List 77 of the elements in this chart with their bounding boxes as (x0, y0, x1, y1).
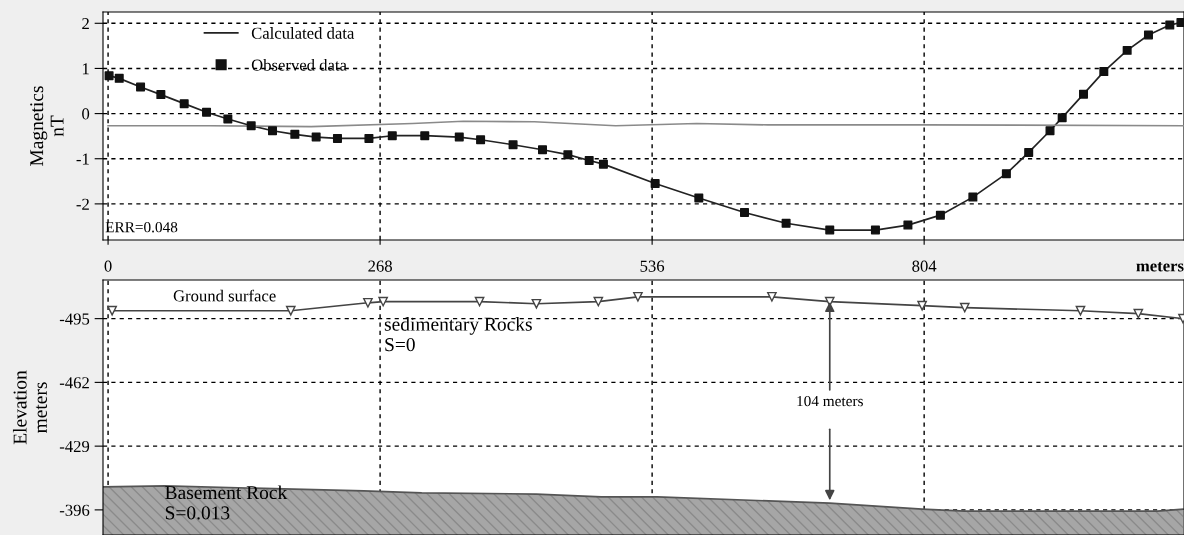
point (246, 121, 256, 131)
point (968, 192, 978, 202)
y-tick-label: -2 (76, 198, 89, 210)
x-axis-title: meters (1136, 261, 1184, 272)
point (650, 179, 660, 189)
x-tick-label: 268 (368, 260, 392, 272)
point (474, 296, 485, 307)
point (584, 156, 594, 166)
y-tick-label: -429 (59, 440, 90, 453)
y-tick-label: -462 (59, 377, 89, 389)
point (598, 159, 608, 169)
point (538, 145, 548, 155)
y-axis-title: Magnetics nT (30, 86, 64, 166)
point (363, 297, 373, 308)
point (364, 133, 374, 143)
point (1001, 169, 1011, 179)
annotation: 104 meters (797, 395, 863, 407)
x-tick-label: 804 (912, 260, 937, 272)
point (1143, 30, 1153, 40)
point (1133, 308, 1144, 319)
point (1165, 20, 1175, 30)
point (767, 291, 777, 302)
point (739, 207, 749, 217)
point (156, 90, 166, 100)
annotation: ERR=0.048 (105, 222, 178, 233)
point (290, 129, 300, 139)
point (179, 99, 189, 109)
legend-label: Calculated data (251, 27, 355, 39)
y-tick-label: -1 (76, 153, 89, 165)
point (959, 302, 970, 313)
point (311, 132, 321, 142)
y-axis-title: Elevation meters (12, 370, 47, 445)
series-label: Ground surface (173, 289, 276, 302)
point (870, 225, 880, 235)
y-tick-label: 1 (82, 63, 89, 75)
point (387, 131, 397, 141)
point (1099, 67, 1109, 77)
point (694, 193, 704, 203)
point (476, 135, 486, 145)
point (107, 305, 117, 316)
point (378, 296, 389, 307)
point (508, 140, 518, 150)
point (531, 298, 542, 309)
point (935, 210, 945, 220)
point (285, 305, 296, 316)
point (268, 126, 278, 136)
annotation: sedimentary Rocks S=0 (384, 317, 532, 352)
point (1122, 45, 1132, 55)
point (114, 73, 124, 83)
point (1075, 305, 1086, 316)
point (1176, 17, 1184, 27)
y-tick-label: 0 (82, 108, 90, 120)
point (1024, 147, 1034, 157)
point (1057, 113, 1067, 123)
annotation: Basement Rock S=0.013 (165, 485, 288, 520)
y-tick-label: -495 (59, 313, 90, 325)
point (781, 218, 791, 228)
point (136, 82, 146, 92)
point (903, 220, 913, 230)
point (104, 71, 114, 81)
point (1045, 126, 1055, 136)
y-tick-label: 2 (82, 18, 89, 30)
point (454, 132, 464, 142)
y-tick-label: -396 (59, 504, 90, 516)
point (420, 131, 430, 141)
point (917, 300, 927, 311)
point (223, 114, 233, 124)
point (202, 107, 212, 117)
legend-label: Observed data (251, 58, 347, 71)
point (593, 296, 604, 307)
point (563, 150, 573, 160)
point (332, 133, 342, 143)
point (825, 225, 835, 235)
x-tick-label: 0 (104, 260, 112, 272)
point (633, 291, 643, 302)
x-tick-label: 536 (640, 260, 665, 272)
point (1079, 89, 1089, 99)
